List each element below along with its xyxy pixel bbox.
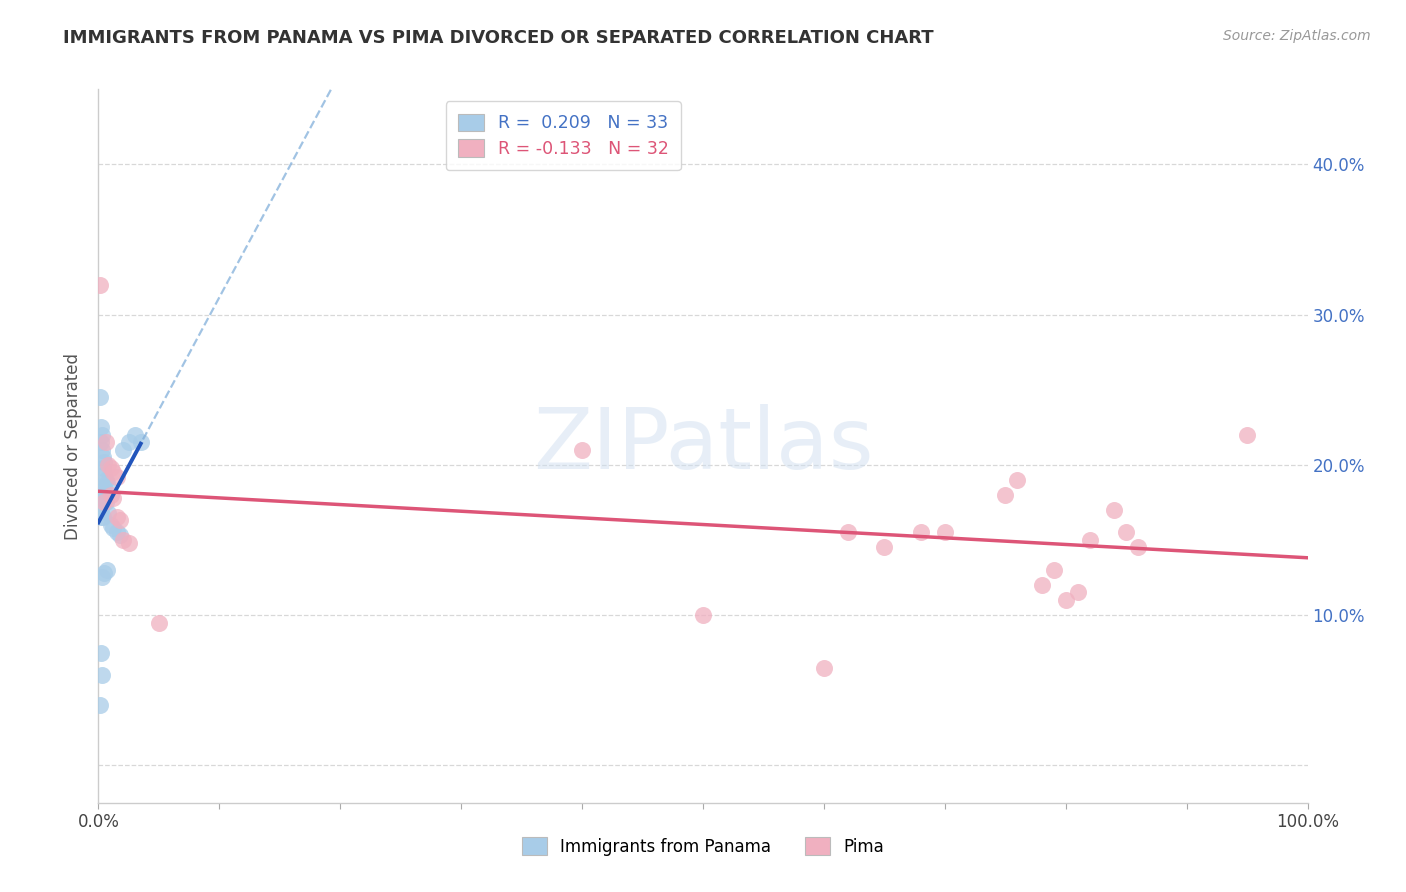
Point [100,488,122,502]
Point [1031,578,1053,592]
Point [101,491,124,505]
Point [91,668,114,682]
Point [90,420,112,434]
Point [96,475,118,490]
Text: Source: ZipAtlas.com: Source: ZipAtlas.com [1223,29,1371,43]
Point [91,510,114,524]
Point [105,510,128,524]
Point [571,442,593,457]
Point [90,503,112,517]
Point [91,483,114,498]
Point [100,517,122,532]
Point [105,525,128,540]
Legend: Immigrants from Panama, Pima: Immigrants from Panama, Pima [516,830,890,863]
Point [94,495,117,509]
Point [124,427,146,442]
Point [1115,525,1137,540]
Point [89,698,111,713]
Point [108,513,131,527]
Point [1236,427,1258,442]
Point [118,435,141,450]
Point [91,450,114,465]
Point [873,541,896,555]
Point [1042,563,1064,577]
Point [94,435,117,450]
Point [1067,585,1090,599]
Point [91,570,114,584]
Point [89,390,111,404]
Point [1078,533,1101,547]
Point [837,525,859,540]
Point [91,427,114,442]
Point [111,442,134,457]
Point [93,480,115,494]
Point [93,566,115,580]
Point [91,442,114,457]
Point [94,473,117,487]
Point [93,455,115,469]
Point [89,277,111,292]
Point [101,521,124,535]
Point [90,435,112,450]
Point [148,615,170,630]
Point [105,470,128,484]
Point [1102,503,1125,517]
Point [97,458,120,472]
Point [93,468,115,483]
Point [91,488,114,502]
Point [1128,541,1150,555]
Point [1007,473,1029,487]
Point [910,525,932,540]
Point [93,495,115,509]
Point [1054,593,1077,607]
Point [994,488,1017,502]
Text: IMMIGRANTS FROM PANAMA VS PIMA DIVORCED OR SEPARATED CORRELATION CHART: IMMIGRANTS FROM PANAMA VS PIMA DIVORCED … [63,29,934,46]
Point [90,510,112,524]
Point [91,460,114,475]
Text: ZIPatlas: ZIPatlas [533,404,873,488]
Point [96,563,118,577]
Point [100,460,122,475]
Point [111,533,134,547]
Point [101,465,124,479]
Point [118,536,141,550]
Point [97,506,120,520]
Point [934,525,956,540]
Point [129,435,152,450]
Point [90,646,112,660]
Point [108,528,131,542]
Point [813,660,835,674]
Y-axis label: Divorced or Separated: Divorced or Separated [65,352,83,540]
Point [692,607,714,622]
